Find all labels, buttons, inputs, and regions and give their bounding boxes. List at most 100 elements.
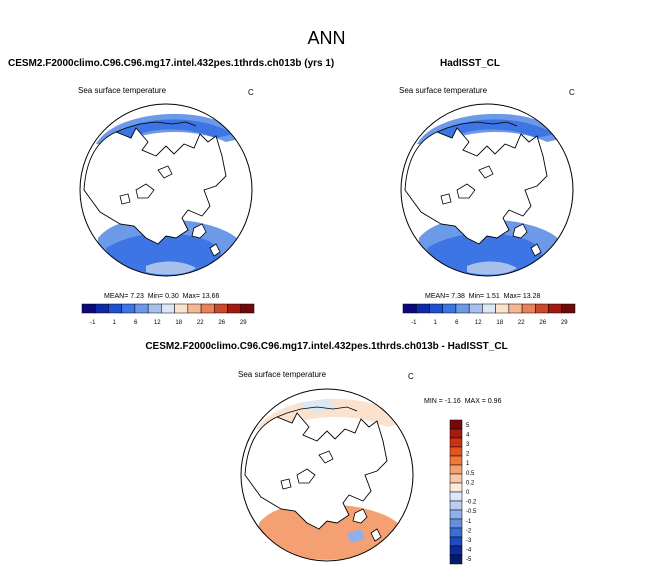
- obs-island: [440, 193, 452, 205]
- diff-stats: MIN = -1.16 MAX = 0.96: [424, 398, 501, 405]
- model-colorbar-swatch: [161, 303, 175, 314]
- diff-colorbar-tick: 0.5: [466, 471, 475, 477]
- obs-colorbar-tick: 29: [561, 320, 568, 326]
- diff-island: [296, 468, 316, 484]
- obs-colorbar-tick: 26: [539, 320, 546, 326]
- obs-colorbar-swatch: [482, 303, 496, 314]
- model-island: [157, 165, 173, 179]
- model-colorbar-tick: 26: [218, 320, 225, 326]
- obs-sst-map: [400, 103, 574, 277]
- figure-title: ANN: [307, 28, 346, 48]
- model-min-label: Min=: [147, 293, 164, 300]
- obs-colorbar-tick: 18: [496, 320, 503, 326]
- obs-colorbar-swatch: [521, 303, 536, 314]
- obs-panel-title: HadISST_CL: [440, 58, 501, 69]
- diff-variable-label: Sea surface temperature: [238, 370, 327, 379]
- obs-colorbar-tick: 6: [455, 320, 459, 326]
- model-north-pacific-core: [106, 119, 234, 142]
- diff-units-label: C: [408, 372, 414, 381]
- model-landmass: [83, 127, 227, 245]
- model-colorbar: -1 1 6 12 18 22 26 29: [81, 303, 255, 326]
- diff-colorbar-swatch: [449, 554, 463, 565]
- model-colorbar-swatch: [108, 303, 122, 314]
- model-colorbar-tick: 18: [175, 320, 182, 326]
- model-units-label: C: [248, 88, 254, 97]
- obs-colorbar-swatch: [548, 303, 563, 314]
- obs-colorbar-tick: 1: [434, 320, 438, 326]
- model-island: [119, 193, 131, 205]
- diff-sst-map: [240, 388, 414, 562]
- diff-colorbar-tick: -1: [466, 519, 472, 525]
- model-colorbar-swatch: [134, 303, 149, 314]
- model-colorbar-swatch: [147, 303, 162, 314]
- obs-north-pacific-core: [427, 119, 555, 142]
- model-atlantic-warm-patch: [146, 261, 196, 275]
- model-island: [135, 183, 155, 199]
- model-island: [209, 243, 221, 257]
- model-panel-title: CESM2.F2000climo.C96.C96.mg17.intel.432p…: [8, 58, 335, 69]
- model-colorbar-swatch: [94, 303, 109, 314]
- model-sst-map: [79, 103, 253, 277]
- obs-colorbar-swatch: [561, 303, 576, 314]
- model-colorbar-swatch: [174, 303, 189, 314]
- diff-colorbar-swatch: [449, 509, 463, 520]
- obs-max-value: 13.28: [522, 293, 541, 300]
- obs-units-label: C: [569, 88, 575, 97]
- model-north-atlantic-core: [106, 233, 221, 276]
- model-colorbar-tick: 6: [134, 320, 138, 326]
- obs-atlantic-warm-patch: [467, 261, 517, 275]
- model-colorbar-tick: 29: [240, 320, 247, 326]
- diff-colorbar-swatch: [449, 491, 463, 502]
- obs-colorbar-swatch: [429, 303, 443, 314]
- diff-max-label: MAX =: [464, 398, 486, 405]
- diff-colorbar-swatch: [449, 446, 463, 457]
- diff-colorbar-tick: 5: [466, 423, 470, 429]
- model-colorbar-tick: 12: [154, 320, 161, 326]
- diff-map-border: [240, 388, 414, 562]
- diff-north-atlantic-anomaly: [259, 503, 407, 560]
- diff-colorbar-swatch: [449, 428, 463, 439]
- diff-colorbar-tick: 1: [466, 461, 470, 467]
- obs-island: [512, 223, 528, 239]
- obs-variable-label: Sea surface temperature: [399, 86, 488, 95]
- diff-min-value: -1.16: [444, 398, 461, 405]
- diff-colorbar-swatch: [449, 536, 463, 547]
- diff-colorbar-swatch: [449, 527, 463, 538]
- diff-island: [370, 528, 382, 542]
- diff-colorbar-tick: -0.2: [466, 500, 477, 506]
- diff-island: [352, 508, 368, 524]
- obs-colorbar-tick: -1: [411, 320, 417, 326]
- obs-colorbar-tick: 12: [475, 320, 482, 326]
- obs-mean-label: MEAN=: [425, 293, 450, 300]
- obs-island: [530, 243, 542, 257]
- obs-colorbar-swatch: [535, 303, 549, 314]
- obs-mean-value: 7.38: [451, 293, 465, 300]
- diff-colorbar-tick: 0.2: [466, 480, 475, 486]
- model-colorbar-swatch: [121, 303, 136, 314]
- model-colorbar-swatch: [81, 303, 96, 314]
- obs-colorbar-swatch: [468, 303, 483, 314]
- model-mean-label: MEAN=: [104, 293, 129, 300]
- obs-colorbar-swatch: [455, 303, 470, 314]
- diff-colorbar-swatch: [449, 545, 463, 556]
- model-coastline: [115, 121, 197, 133]
- diff-colorbar: 5 4 3 2 1 0.5 0.2 0 -0.2 -0.5 -1 -2 -3 -4 -5: [449, 419, 477, 565]
- model-colorbar-tick: 1: [113, 320, 117, 326]
- diff-colorbar-swatch: [449, 437, 463, 448]
- diff-atlantic-cool-patch: [347, 529, 365, 543]
- model-variable-label: Sea surface temperature: [78, 86, 167, 95]
- obs-colorbar-swatch: [495, 303, 510, 314]
- model-max-value: 13.66: [201, 293, 220, 300]
- model-map-border: [79, 103, 253, 277]
- obs-island: [456, 183, 476, 199]
- diff-colorbar-swatch: [449, 464, 463, 475]
- obs-colorbar-tick: 22: [518, 320, 525, 326]
- model-stats: MEAN= 7.23 Min= 0.30 Max= 13.66: [104, 293, 219, 300]
- diff-colorbar-swatch: [449, 419, 463, 430]
- diff-coastline: [276, 406, 358, 418]
- diff-colorbar-tick: 4: [466, 432, 470, 438]
- diff-pacific-cool-patch: [297, 399, 337, 413]
- diff-colorbar-tick: 3: [466, 442, 470, 448]
- obs-colorbar-swatch: [442, 303, 457, 314]
- model-island: [191, 223, 207, 239]
